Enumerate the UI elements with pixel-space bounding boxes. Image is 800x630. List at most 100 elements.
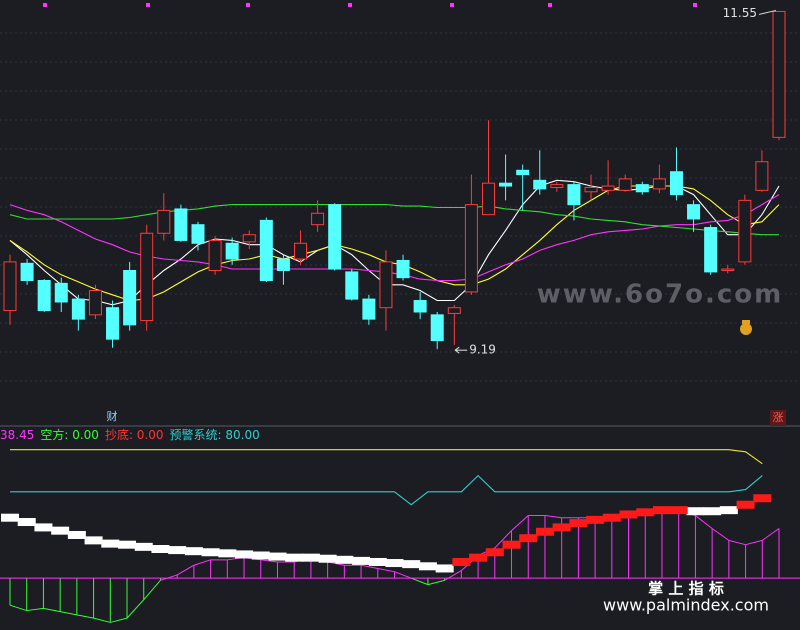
candle-body xyxy=(550,184,564,188)
step-block xyxy=(251,551,270,560)
candle-body xyxy=(721,268,735,271)
step-block xyxy=(452,557,471,566)
step-block xyxy=(17,518,36,527)
candle-body xyxy=(567,184,581,206)
step-block xyxy=(669,506,688,515)
candle-body xyxy=(37,279,51,312)
histogram-outline xyxy=(444,570,462,581)
step-block xyxy=(753,494,772,503)
candle-body xyxy=(191,224,205,244)
step-block xyxy=(184,547,203,556)
candle-body xyxy=(20,262,34,281)
candle-body xyxy=(499,182,513,187)
step-block xyxy=(335,555,354,564)
marker-dot xyxy=(246,3,250,7)
candle-body xyxy=(174,208,188,241)
candle-body xyxy=(635,184,649,193)
step-block xyxy=(602,513,621,522)
candle-body xyxy=(652,178,666,190)
step-block xyxy=(1,513,19,522)
step-block xyxy=(686,507,705,516)
step-block xyxy=(285,553,304,562)
marker-dot xyxy=(548,3,552,7)
histogram-outline xyxy=(394,571,412,579)
candle-body xyxy=(328,204,342,270)
money-bag-icon xyxy=(742,320,750,324)
marker-dot xyxy=(693,3,697,7)
indicator-legend: 38.45 空方: 0.00 抄底: 0.00 预警系统: 80.00 xyxy=(0,427,260,442)
step-block xyxy=(385,559,404,568)
candle-body xyxy=(311,212,325,226)
money-bag-icon xyxy=(740,323,752,335)
candle-body xyxy=(772,10,786,138)
step-block xyxy=(268,552,287,561)
step-block xyxy=(719,506,738,515)
step-block xyxy=(301,553,320,562)
step-block xyxy=(51,526,70,535)
step-block xyxy=(569,519,588,528)
histogram-outline xyxy=(360,564,378,569)
step-block xyxy=(84,536,103,545)
decorations xyxy=(0,3,800,427)
histogram-outline xyxy=(511,515,529,532)
histogram-outline xyxy=(411,577,429,586)
histogram-outline xyxy=(26,607,44,612)
marker-dot xyxy=(146,3,150,7)
step-block xyxy=(469,553,488,562)
candle-body xyxy=(345,271,359,300)
step-block xyxy=(134,542,153,551)
histogram-outline xyxy=(377,567,395,573)
moving-average-line xyxy=(9,204,779,236)
histogram-outline xyxy=(76,614,94,619)
step-block xyxy=(586,515,605,524)
histogram-outline xyxy=(544,515,562,519)
high-label: 11.55 xyxy=(723,6,757,20)
candle-body xyxy=(738,199,752,263)
footer-url: www.palmindex.com xyxy=(603,596,769,615)
candle-body xyxy=(157,209,171,234)
candle-body xyxy=(430,314,444,342)
step-block xyxy=(118,540,137,549)
candle-body xyxy=(516,169,530,176)
marker-dot xyxy=(450,3,454,7)
candle-body xyxy=(584,186,598,193)
footer-title: 掌 上 指 标 xyxy=(648,580,724,598)
candle-body xyxy=(618,178,632,191)
histogram-outline xyxy=(160,574,178,581)
step-block xyxy=(201,548,220,557)
indicator-line xyxy=(10,449,763,465)
candle-body xyxy=(106,307,120,340)
candle-body xyxy=(88,290,102,316)
candle-body xyxy=(3,261,17,312)
marker-dot xyxy=(43,3,47,7)
low-arrowhead xyxy=(454,346,460,354)
histogram-outline xyxy=(110,617,128,623)
step-block xyxy=(352,556,371,565)
step-block xyxy=(502,540,521,549)
step-block xyxy=(101,539,120,548)
candle-body xyxy=(294,242,308,260)
step-block xyxy=(636,508,655,517)
histogram-outline xyxy=(260,559,278,563)
watermark: www.6o7o.com xyxy=(537,280,783,310)
indicator-panel xyxy=(0,449,800,623)
candle-body xyxy=(396,259,410,279)
candle-body xyxy=(362,298,376,320)
histogram-outline xyxy=(60,611,77,616)
histogram-outline xyxy=(143,580,161,601)
histogram-outline xyxy=(193,559,211,566)
candle-body xyxy=(259,219,273,281)
indicator-line xyxy=(10,474,763,506)
step-block xyxy=(402,560,421,569)
moving-average-line xyxy=(9,179,780,306)
histogram-outline xyxy=(176,564,195,576)
candle-body xyxy=(601,185,615,191)
moving-average-line xyxy=(9,194,780,282)
candle-body xyxy=(123,269,137,326)
candle-body xyxy=(140,232,154,322)
step-block xyxy=(218,549,237,558)
step-block xyxy=(703,507,722,516)
histogram-outline xyxy=(761,528,780,541)
